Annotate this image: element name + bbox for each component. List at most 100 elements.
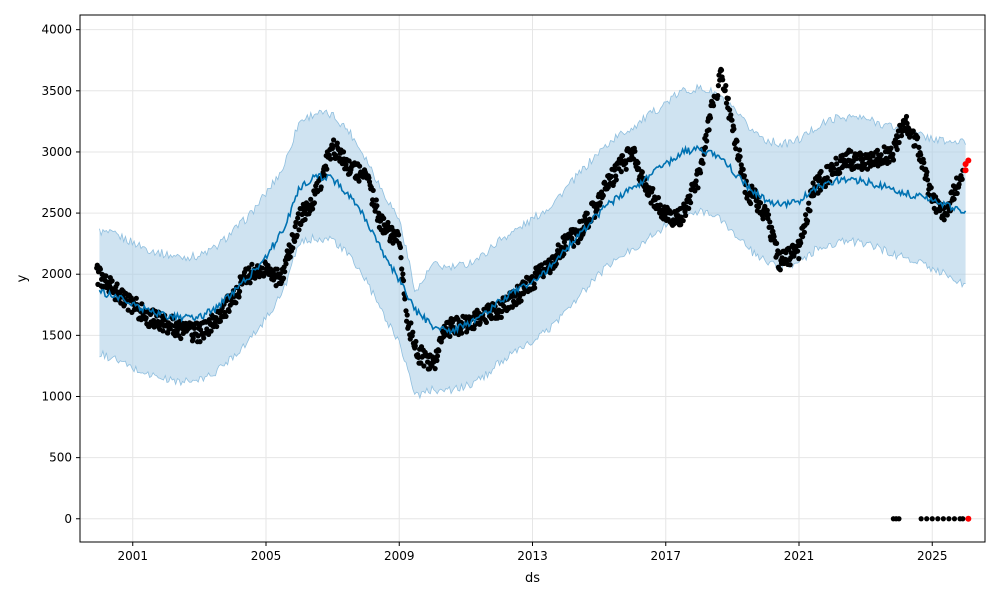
observed-point: [910, 128, 916, 134]
observed-point: [415, 354, 421, 360]
observed-point: [693, 178, 699, 184]
observed-point: [623, 160, 629, 166]
observed-point: [817, 187, 824, 193]
observed-point: [374, 203, 380, 209]
observed-point: [197, 339, 203, 345]
observed-point: [413, 338, 419, 345]
x-tick-label: 2009: [384, 549, 415, 563]
observed-point: [396, 232, 402, 238]
observed-point: [740, 166, 746, 172]
observed-point: [848, 148, 854, 154]
observed-point: [357, 163, 363, 169]
observed-point: [727, 107, 733, 113]
observed-point: [728, 112, 734, 118]
observed-point: [283, 261, 289, 267]
observed-point: [290, 245, 296, 251]
observed-point: [954, 190, 960, 196]
highlighted-point: [962, 167, 969, 174]
observed-point: [722, 87, 728, 94]
observed-point: [223, 313, 229, 319]
observed-point: [806, 200, 812, 206]
observed-point: [295, 215, 301, 221]
observed-point: [944, 212, 950, 218]
observed-point: [249, 261, 255, 267]
y-tick-label: 2500: [41, 206, 72, 220]
observed-point: [757, 200, 764, 206]
observed-point: [343, 162, 349, 168]
forecast-line: [98, 144, 967, 335]
observed-point: [584, 210, 590, 216]
observed-point: [397, 244, 403, 251]
x-axis-ticks: 2001 2005 2009 2013 2017 2021 2025: [117, 542, 948, 563]
zero-point: [951, 516, 958, 522]
y-tick-label: 3500: [41, 84, 72, 98]
observed-point: [734, 138, 740, 144]
observed-point: [133, 295, 139, 301]
observed-point: [795, 248, 801, 254]
observed-point: [432, 366, 438, 372]
y-tick-label: 3000: [41, 145, 72, 159]
observed-point: [904, 120, 910, 126]
x-tick-label: 2017: [650, 549, 681, 563]
y-tick-label: 4000: [41, 23, 72, 37]
observed-point: [410, 329, 416, 335]
observed-point: [890, 151, 896, 157]
observed-point: [803, 212, 809, 218]
observed-point: [749, 183, 755, 189]
zero-point: [896, 516, 902, 522]
observed-point: [327, 156, 334, 162]
observed-point: [687, 193, 693, 199]
x-tick-label: 2013: [517, 549, 548, 563]
observed-point: [190, 335, 196, 341]
observed-point: [715, 93, 721, 99]
zero-point: [924, 516, 930, 522]
observed-point: [798, 240, 804, 246]
observed-point: [888, 145, 894, 151]
observed-point: [956, 181, 962, 187]
x-tick-label: 2021: [784, 549, 815, 563]
uncertainty-band-lower-edge: [99, 207, 966, 400]
observed-point: [729, 117, 735, 123]
observed-point: [816, 174, 822, 181]
zero-point: [940, 516, 946, 522]
observed-point: [639, 169, 645, 175]
observed-point: [143, 315, 149, 321]
observed-point: [334, 140, 340, 146]
observed-point: [688, 200, 694, 206]
observed-point: [318, 184, 324, 190]
observed-point: [331, 137, 337, 143]
y-axis-ticks: 0 500 1000 1500 2000 2500 3000 3500 4000: [41, 23, 80, 526]
observed-point: [366, 175, 372, 181]
observed-point: [731, 126, 737, 132]
observed-point: [509, 304, 515, 310]
observed-point: [833, 155, 839, 161]
observed-point: [704, 138, 710, 144]
observed-point: [756, 204, 762, 210]
observed-point: [172, 333, 178, 339]
observed-point: [404, 312, 410, 318]
x-axis-label: ds: [525, 571, 540, 586]
observed-point: [645, 192, 652, 198]
observed-point: [898, 133, 905, 139]
observed-point: [477, 319, 483, 326]
observed-point: [707, 115, 714, 121]
observed-point: [741, 173, 748, 179]
observed-point: [903, 113, 910, 120]
y-tick-label: 0: [64, 512, 72, 526]
observed-point: [408, 320, 414, 326]
observed-point: [214, 323, 220, 330]
observed-point: [575, 240, 581, 246]
observed-point: [886, 159, 892, 165]
observed-point: [412, 343, 418, 349]
observed-point: [853, 156, 860, 162]
observed-point: [777, 267, 783, 273]
observed-point: [611, 167, 618, 173]
observed-point: [723, 83, 729, 89]
observed-point: [796, 256, 802, 262]
observed-point: [890, 157, 897, 163]
observed-point: [613, 177, 619, 183]
observed-point: [226, 308, 232, 314]
observed-point: [114, 281, 120, 287]
observed-point: [531, 281, 537, 287]
observed-point: [483, 319, 489, 325]
